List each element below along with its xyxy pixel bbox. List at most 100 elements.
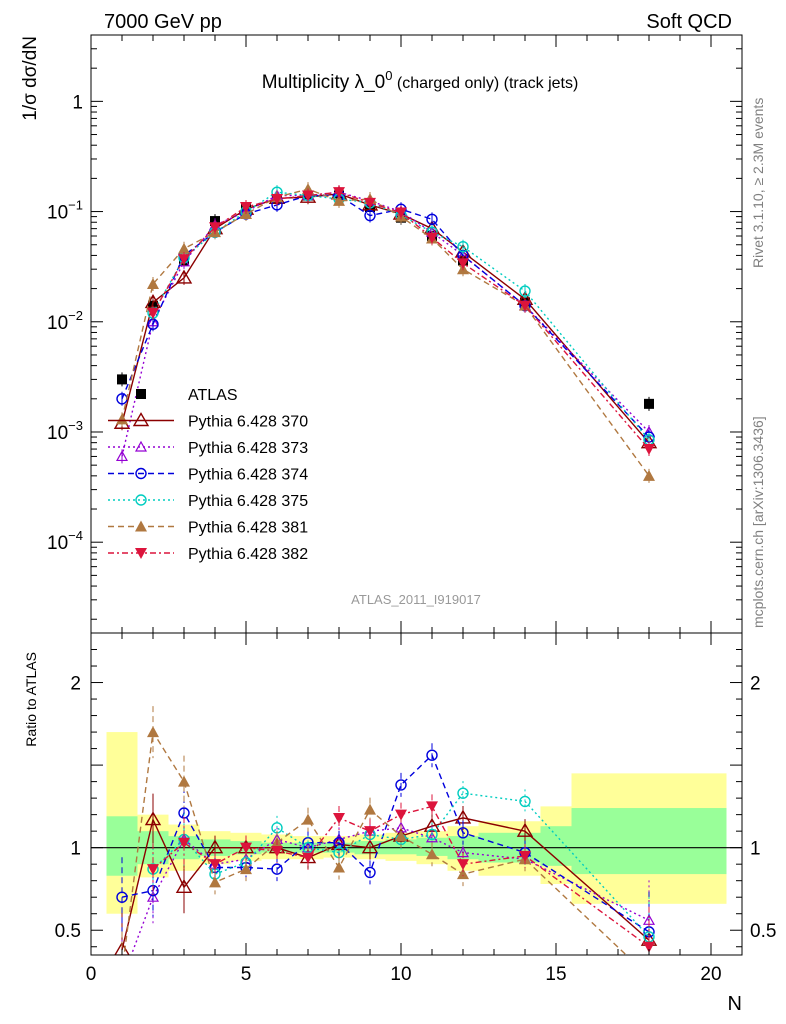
point-pythia-6-428-375 bbox=[457, 240, 469, 253]
point-atlas bbox=[644, 398, 654, 409]
ratio-point-pythia-6-428-375 bbox=[519, 795, 531, 808]
legend-marker-pythia-6-428-370 bbox=[132, 412, 150, 427]
point-pythia-6-428-374 bbox=[364, 209, 376, 222]
ratio-point-pythia-6-428-381 bbox=[116, 966, 128, 977]
ratio-point-pythia-6-428-382 bbox=[178, 837, 190, 849]
ratio-frame bbox=[90, 632, 743, 956]
ratio-point-pythia-6-428-382 bbox=[643, 941, 655, 953]
legend-label-pythia-6-428-370: Pythia 6.428 370 bbox=[188, 414, 308, 431]
point-pythia-6-428-381 bbox=[178, 242, 190, 254]
point-pythia-6-428-382 bbox=[302, 190, 314, 202]
series-line-pythia-6-428-381 bbox=[121, 188, 650, 477]
ratio-point-pythia-6-428-382 bbox=[302, 852, 314, 864]
ratio-point-pythia-6-428-382 bbox=[333, 812, 345, 824]
legend-marker-pythia-6-428-373 bbox=[134, 440, 148, 452]
main-ytick-label: 10−2 bbox=[47, 308, 83, 334]
main-ytick-exp: −2 bbox=[68, 308, 83, 323]
legend-label-pythia-6-428-375: Pythia 6.428 375 bbox=[188, 493, 308, 510]
main-ytick-label: 10−1 bbox=[47, 198, 83, 224]
point-pythia-6-428-382 bbox=[271, 194, 283, 206]
main-ytick-label: 10−4 bbox=[47, 528, 83, 554]
legend-label-pythia-6-428-373: Pythia 6.428 373 bbox=[188, 440, 308, 457]
main-ytick-exp: −3 bbox=[68, 418, 83, 433]
point-pythia-6-428-381 bbox=[147, 278, 159, 290]
analysis-id: ATLAS_2011_I919017 bbox=[351, 592, 481, 607]
point-pythia-6-428-370 bbox=[175, 269, 193, 284]
ratio-point-pythia-6-428-381 bbox=[178, 775, 190, 787]
plot-title: Multiplicity λ_00 (charged only) (track … bbox=[262, 68, 579, 93]
legend-marker-pythia-6-428-382 bbox=[135, 548, 147, 559]
legend-label-pythia-6-428-382: Pythia 6.428 382 bbox=[188, 546, 308, 563]
ratio-point-pythia-6-428-374 bbox=[426, 749, 438, 761]
ratio-point-pythia-6-428-382 bbox=[395, 809, 407, 821]
ratio-point-pythia-6-428-370 bbox=[361, 839, 379, 854]
point-pythia-6-428-382 bbox=[178, 254, 190, 266]
plot-title-main: Multiplicity λ_0 bbox=[262, 72, 386, 93]
ratio-ytick-label: 0.5 bbox=[55, 921, 81, 942]
ratio-point-pythia-6-428-382 bbox=[426, 801, 438, 813]
main-panel: 10−410−310−210−11 bbox=[47, 34, 743, 634]
ratio-point-pythia-6-428-381 bbox=[147, 726, 159, 738]
band-green bbox=[540, 826, 572, 866]
ratio-point-pythia-6-428-381 bbox=[240, 863, 252, 875]
point-pythia-6-428-375 bbox=[519, 285, 531, 297]
series-pythia-6-428-382 bbox=[147, 185, 655, 457]
series-atlas bbox=[117, 188, 654, 411]
ratio-xtick-label: 10 bbox=[390, 964, 411, 985]
ratio-ytick-label-right: 2 bbox=[750, 674, 761, 695]
ratio-ytick-label: 2 bbox=[70, 674, 81, 695]
main-ytick-base: 10 bbox=[47, 533, 68, 554]
x-axis-label: N bbox=[728, 993, 742, 1015]
ratio-point-pythia-6-428-382 bbox=[209, 859, 221, 871]
ratio-point-pythia-6-428-373 bbox=[425, 831, 439, 843]
ratio-point-pythia-6-428-373 bbox=[146, 890, 160, 902]
header-right: Soft QCD bbox=[646, 11, 732, 33]
point-pythia-6-428-381 bbox=[333, 194, 345, 206]
series-pythia-6-428-370 bbox=[113, 185, 658, 450]
ratio-point-pythia-6-428-373 bbox=[117, 975, 127, 984]
ratio-ytick-label: 1 bbox=[70, 839, 81, 860]
point-pythia-6-428-373 bbox=[115, 450, 129, 462]
main-ytick-exp: −1 bbox=[68, 198, 83, 213]
ratio-point-pythia-6-428-382 bbox=[519, 850, 531, 862]
ratio-xtick-label: 20 bbox=[700, 964, 721, 985]
ratio-point-pythia-6-428-381 bbox=[426, 848, 438, 860]
point-pythia-6-428-382 bbox=[209, 222, 221, 234]
point-pythia-6-428-382 bbox=[147, 308, 159, 320]
ratio-point-pythia-6-428-382 bbox=[147, 864, 159, 876]
ratio-point-pythia-6-428-381 bbox=[364, 803, 376, 815]
ratio-point-pythia-6-428-382 bbox=[240, 842, 252, 854]
ratio-point-pythia-6-428-381 bbox=[643, 970, 655, 981]
point-pythia-6-428-382 bbox=[519, 300, 531, 312]
point-pythia-6-428-374 bbox=[426, 213, 438, 226]
band-green bbox=[571, 808, 727, 875]
side-label-bottom: mcplots.cern.ch [arXiv:1306.3436] bbox=[750, 416, 766, 628]
ratio-series-group bbox=[114, 706, 658, 984]
header-left: 7000 GeV pp bbox=[104, 11, 222, 33]
ratio-point-pythia-6-428-375 bbox=[457, 787, 469, 799]
ratio-xtick-label: 0 bbox=[86, 964, 97, 985]
main-ytick-label: 10−3 bbox=[47, 418, 83, 444]
ratio-ytick-label-right: 1 bbox=[750, 839, 761, 860]
ratio-point-pythia-6-428-374 bbox=[457, 827, 469, 839]
point-pythia-6-428-382 bbox=[364, 197, 376, 209]
point-atlas bbox=[117, 374, 127, 385]
ratio-point-pythia-6-428-374 bbox=[395, 779, 407, 791]
legend-marker-pythia-6-428-375 bbox=[135, 494, 147, 506]
y-axis-label-main: 1/σ dσ/dN bbox=[20, 36, 41, 121]
point-pythia-6-428-382 bbox=[333, 187, 345, 199]
point-pythia-6-428-382 bbox=[426, 232, 438, 244]
ratio-point-pythia-6-428-381 bbox=[302, 813, 314, 825]
series-pythia-6-428-374 bbox=[116, 188, 655, 445]
ratio-point-pythia-6-428-375 bbox=[426, 828, 438, 841]
ratio-point-pythia-6-428-381 bbox=[209, 876, 221, 888]
ratio-point-pythia-6-428-370 bbox=[175, 878, 193, 893]
ratio-point-pythia-6-428-381 bbox=[395, 830, 407, 842]
legend-label-pythia-6-428-374: Pythia 6.428 374 bbox=[188, 467, 308, 484]
point-pythia-6-428-381 bbox=[643, 469, 655, 481]
series-line-pythia-6-428-370 bbox=[121, 193, 650, 444]
ratio-ytick-label-right: 0.5 bbox=[750, 921, 776, 942]
ratio-xtick-label: 5 bbox=[241, 964, 252, 985]
legend-marker-atlas bbox=[136, 389, 146, 399]
